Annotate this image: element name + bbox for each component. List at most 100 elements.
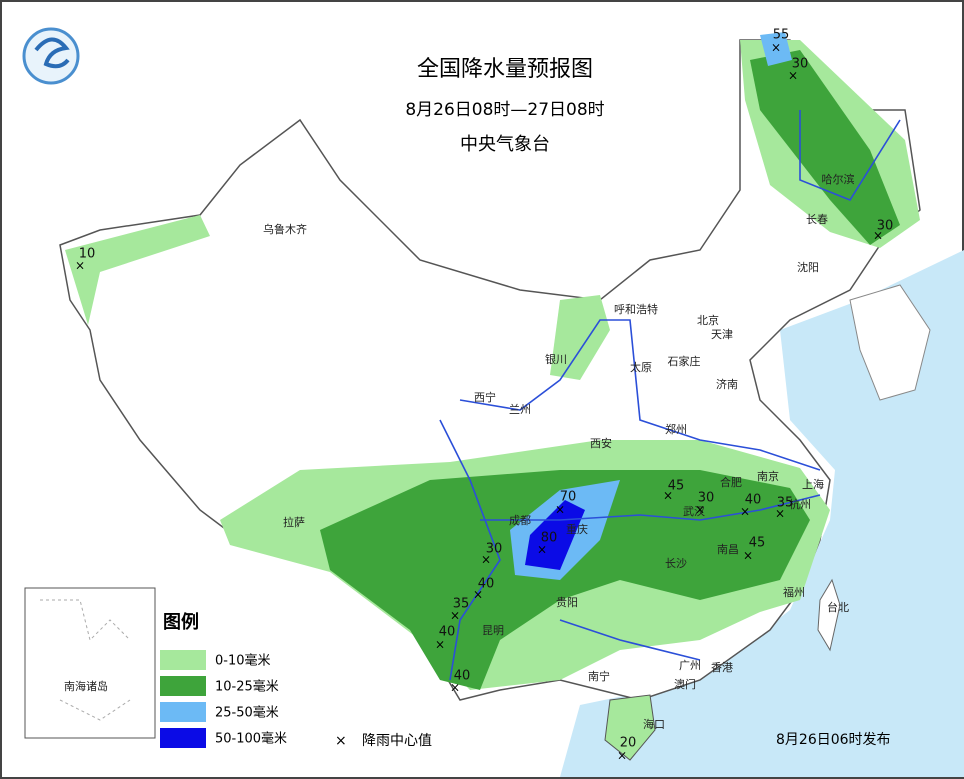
city-label: 广州 [679,659,701,672]
city-label: 南昌 [717,543,739,556]
rain-center-mark: × [743,549,753,563]
city-label: 银川 [545,352,567,366]
rain-center-value: 35 [453,597,470,612]
rain-10-25 [320,470,810,690]
rain-center-value: 80 [541,531,558,546]
city-label: 成都 [509,514,531,527]
rain-center-value: 45 [749,536,766,551]
city-label: 海口 [643,717,665,731]
city-label: 台北 [827,600,849,614]
sea [560,250,964,777]
rain-center-value: 30 [792,57,809,72]
inset-label: 南海诸岛 [64,679,108,693]
rain-center-mark: × [740,505,750,519]
taiwan [817,578,841,652]
inset-lines [40,599,131,721]
city-label: 合肥 [720,475,742,489]
legend-center-label: 降雨中心值 [362,733,432,749]
rain-center-value: 40 [745,493,762,508]
rain-25-50 [760,32,792,66]
issued-note: 8月26日06时发布 [776,732,891,748]
rain-center-value: 30 [877,219,894,234]
rain-center-value: 30 [486,542,503,557]
city-label: 长春 [806,213,828,226]
legend-swatch [160,650,206,670]
city-label: 乌鲁木齐 [263,222,307,236]
legend-label: 50-100毫米 [215,731,287,747]
rain-center-mark: × [435,638,445,652]
city-label: 天津 [711,328,733,341]
period: 8月26日08时—27日08时 [405,100,604,120]
city-label: 石家庄 [668,354,701,368]
rain-10-25 [750,50,900,245]
rain-center-value: 40 [454,669,471,684]
rain-areas [65,32,920,690]
rain-center-mark: × [873,229,883,243]
city-label: 澳门 [674,677,696,691]
rain-center-mark: × [555,503,565,517]
rain-center-value: 20 [620,736,637,751]
rain-center-value: 55 [773,28,790,43]
rain-center-value: 40 [439,625,456,640]
rain-center-mark: × [771,41,781,55]
legend-label: 0-10毫米 [215,653,271,669]
city-label: 香港 [711,661,733,674]
inset-frame [24,587,156,739]
rain-center-mark: × [788,69,798,83]
legend-label: 10-25毫米 [215,679,279,695]
city-label: 郑州 [665,422,687,436]
rain-50-100 [525,500,585,570]
rain-center-mark: × [537,543,547,557]
city-label: 长沙 [665,557,687,570]
city-label: 杭州 [789,497,811,511]
rain-center-value: 45 [668,479,685,494]
rivers [439,110,901,681]
hainan [604,694,656,761]
city-label: 南宁 [588,669,610,683]
rain-center-value: 35 [777,496,794,511]
city-label: 福州 [783,585,805,599]
rain-center-mark: × [695,503,705,517]
rain-center-value: 30 [698,491,715,506]
rain-center-value: 10 [79,247,96,262]
city-label: 昆明 [482,624,504,637]
city-label: 北京 [697,313,719,327]
city-label: 上海 [802,477,824,491]
rain-center-value: 70 [560,490,577,505]
rain-center-mark: × [663,489,673,503]
city-label: 南京 [757,469,779,483]
rain-center-mark: × [450,609,460,623]
city-label: 重庆 [566,522,588,536]
rain-center-mark: × [775,507,785,521]
rain-center-mark: × [75,259,85,273]
city-label: 拉萨 [283,515,305,529]
korea [849,284,931,401]
city-label: 武汉 [683,505,705,518]
city-label: 西宁 [474,390,496,404]
city-label: 兰州 [509,403,531,416]
logo-mark [34,37,70,69]
city-label: 呼和浩特 [614,302,658,316]
rain-center-mark: × [450,681,460,695]
legend-center-mark: × [335,733,347,749]
city-label: 沈阳 [797,260,819,274]
legend-swatch [160,728,206,748]
city-label: 济南 [716,377,738,391]
city-label: 贵阳 [556,596,578,609]
rain-center-mark: × [481,553,491,567]
legend-title: 图例 [163,611,199,633]
legend-label: 25-50毫米 [215,705,279,721]
rain-0-10 [550,295,610,380]
city-label: 太原 [630,361,652,374]
rain-center-mark: × [617,749,627,763]
issuer: 中央气象台 [460,134,550,155]
legend-swatch [160,676,206,696]
legend-swatch [160,702,206,722]
rain-0-10 [65,215,210,325]
city-label: 西安 [590,436,612,450]
city-label: 哈尔滨 [822,172,855,186]
rain-center-value: 40 [478,577,495,592]
rain-center-mark: × [473,588,483,602]
title: 全国降水量预报图 [417,57,593,82]
